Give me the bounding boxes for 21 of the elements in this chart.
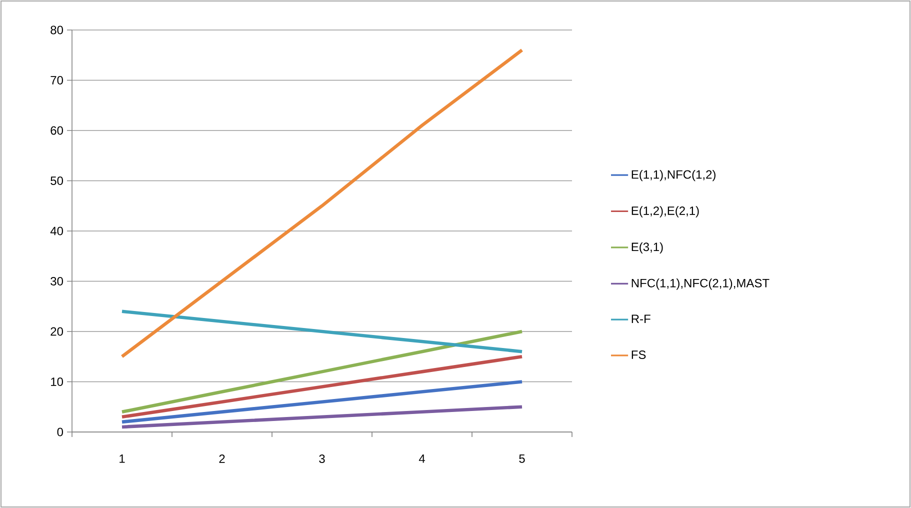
y-tick-label: 10: [51, 377, 64, 386]
x-tick-label: 2: [219, 454, 225, 463]
y-tick-label: 50: [50, 176, 64, 185]
x-tick-label: 5: [519, 454, 525, 463]
legend-label: E(1,2),E(2,1): [632, 206, 699, 218]
x-tick-label: 4: [418, 454, 425, 463]
y-tick-label: 0: [57, 428, 64, 436]
line-series: [120, 330, 524, 414]
legend-label: FS: [632, 350, 646, 359]
y-tick-label: 30: [50, 276, 64, 286]
y-tick-label: 40: [50, 226, 64, 236]
legend-label: E(1,1),NFC(1,2): [632, 170, 716, 182]
legend-label: E(3,1): [632, 242, 663, 254]
x-tick-label: 3: [319, 454, 325, 464]
x-tick-label: 1: [120, 454, 125, 463]
legend-label: NFC(1,1),NFC(2,1),MAST: [632, 278, 770, 290]
legend-label: R-F: [632, 314, 650, 323]
y-tick-label: 60: [50, 126, 64, 135]
y-tick-label: 80: [50, 26, 64, 34]
y-tick-label: 20: [50, 327, 64, 336]
y-tick-label: 70: [50, 76, 64, 84]
